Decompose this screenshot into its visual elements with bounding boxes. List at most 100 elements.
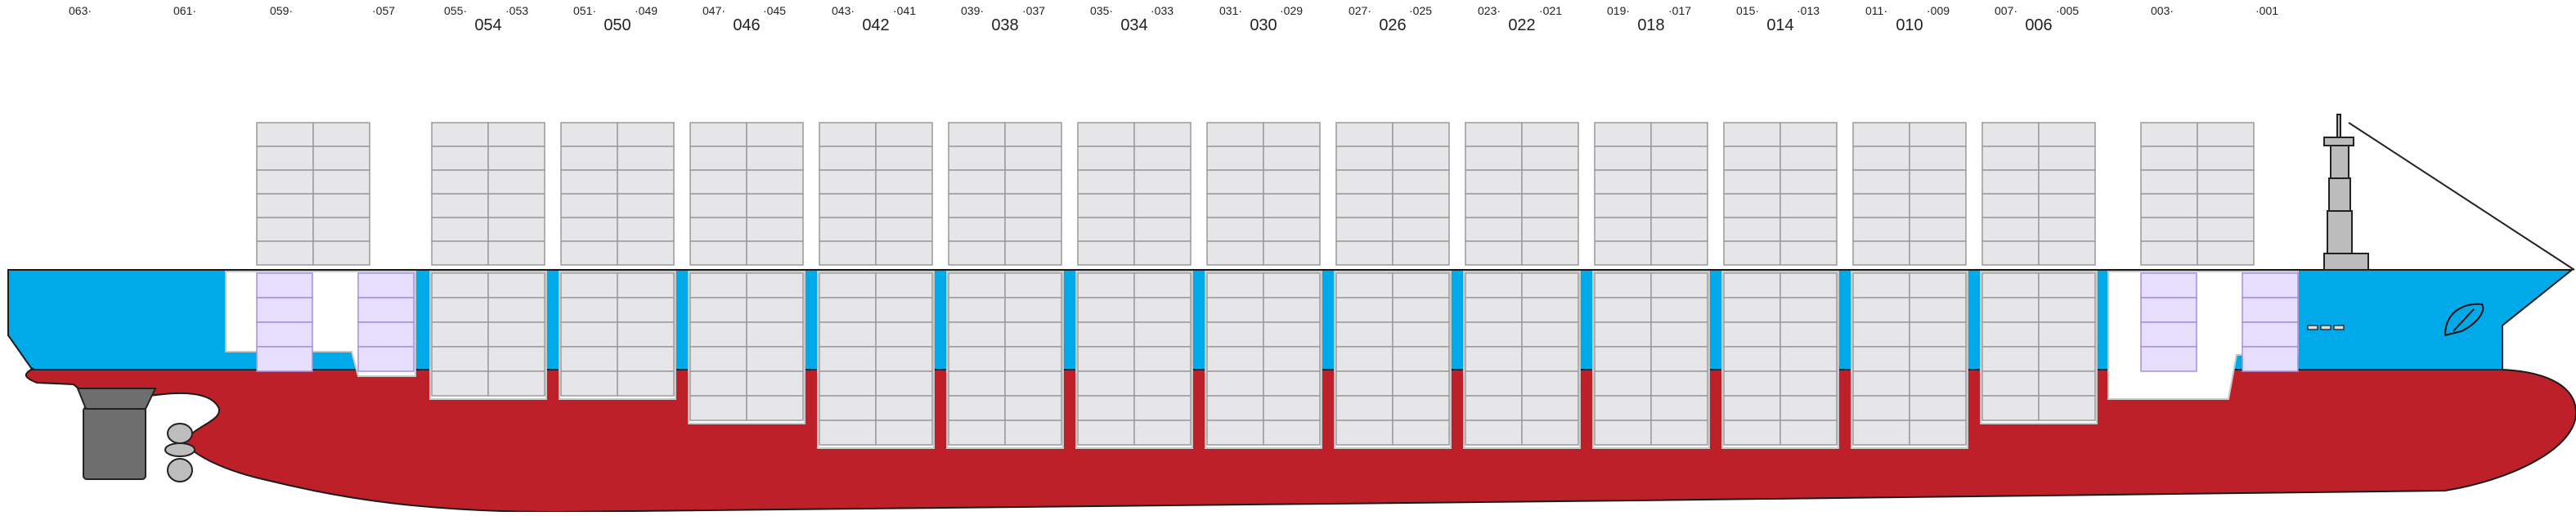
reefer-container [256, 272, 313, 298]
deck-container [1263, 146, 1321, 171]
hold-container [1392, 346, 1450, 372]
deck-container [1077, 122, 1135, 147]
hold-container [1133, 370, 1192, 397]
deck-container [617, 240, 675, 266]
bay-label-050: 050 [604, 16, 631, 34]
deck-container [2197, 193, 2255, 218]
hold-container [1004, 297, 1062, 323]
deck-container [1392, 169, 1450, 195]
deck-container [1206, 146, 1264, 171]
deck-container [1521, 217, 1579, 242]
hold-container [746, 272, 804, 298]
deck-container [1981, 122, 2040, 147]
bay-label-061: 061· [173, 4, 197, 17]
deck-container [2197, 169, 2255, 195]
deck-container [689, 169, 747, 195]
hold-container [1263, 297, 1321, 323]
bay-label-019: 019· [1607, 4, 1631, 17]
hold-container [1723, 420, 1781, 446]
deck-container [617, 193, 675, 218]
hold-container [1521, 297, 1579, 323]
bay-label-025: ·025 [1409, 4, 1433, 17]
bay-label-007: 007· [1995, 4, 2018, 17]
bay-label-009: ·009 [1927, 4, 1950, 17]
deck-container [1723, 217, 1781, 242]
deck-container [1465, 122, 1523, 147]
bow-logo-icon [2444, 303, 2484, 337]
deck-container [1779, 146, 1838, 171]
deck-container [1206, 193, 1264, 218]
bay-label-043: 043· [832, 4, 855, 17]
hold-container [1004, 395, 1062, 421]
hold-container [487, 370, 545, 397]
hold-container [1206, 370, 1264, 397]
hold-container [1335, 272, 1393, 298]
hold-container [1133, 420, 1192, 446]
deck-container [1650, 240, 1708, 266]
hold-container [560, 321, 618, 348]
hold-container [875, 395, 933, 421]
hold-container [1521, 321, 1579, 348]
hold-container [1392, 272, 1450, 298]
hold-container [560, 346, 618, 372]
hold-container [1909, 370, 1967, 397]
hold-container [560, 272, 618, 298]
hold-container [1521, 346, 1579, 372]
deck-container [1133, 217, 1192, 242]
hold-container [2038, 370, 2096, 397]
hold-container [746, 395, 804, 421]
bay-label-014: 014 [1766, 16, 1794, 34]
hold-container [1263, 272, 1321, 298]
deck-container [431, 122, 489, 147]
hold-container [1465, 420, 1523, 446]
bay-label-034: 034 [1120, 16, 1148, 34]
bay-label-022: 022 [1508, 16, 1536, 34]
hull-mark [2320, 325, 2331, 330]
hold-container [1133, 346, 1192, 372]
deck-container [1133, 240, 1192, 266]
deck-container [1594, 122, 1652, 147]
bay-label-038: 038 [991, 16, 1019, 34]
hold-container [431, 346, 489, 372]
deck-container [617, 122, 675, 147]
deck-container [312, 169, 370, 195]
deck-container [1723, 146, 1781, 171]
hold-container [1981, 346, 2040, 372]
hold-container [689, 346, 747, 372]
reefer-container [357, 321, 415, 348]
deck-container [2038, 122, 2096, 147]
hold-container [1263, 370, 1321, 397]
hold-container [1133, 321, 1192, 348]
deck-container [1909, 146, 1967, 171]
hold-container [560, 370, 618, 397]
deck-container [1133, 193, 1192, 218]
hold-container [875, 321, 933, 348]
deck-container [487, 169, 545, 195]
deck-container [560, 217, 618, 242]
rudder-icon [83, 406, 146, 480]
hold-container [1852, 346, 1910, 372]
bay-label-001: ·001 [2255, 4, 2279, 17]
deck-container [1206, 240, 1264, 266]
deck-container [1909, 169, 1967, 195]
deck-container [1392, 146, 1450, 171]
deck-container [1852, 193, 1910, 218]
hold-container [689, 321, 747, 348]
hold-container [1981, 370, 2040, 397]
deck-container [689, 217, 747, 242]
deck-container [689, 240, 747, 266]
deck-container [1981, 193, 2040, 218]
hold-container [1650, 370, 1708, 397]
bay-label-047: 047· [702, 4, 726, 17]
deck-container [1004, 193, 1062, 218]
hold-container [560, 297, 618, 323]
deck-container [875, 146, 933, 171]
deck-container [2038, 240, 2096, 266]
hold-container [1392, 370, 1450, 397]
hold-container [819, 370, 877, 397]
hold-container [948, 272, 1006, 298]
deck-container [948, 169, 1006, 195]
hold-container [1077, 346, 1135, 372]
deck-container [1263, 122, 1321, 147]
hold-container [431, 370, 489, 397]
